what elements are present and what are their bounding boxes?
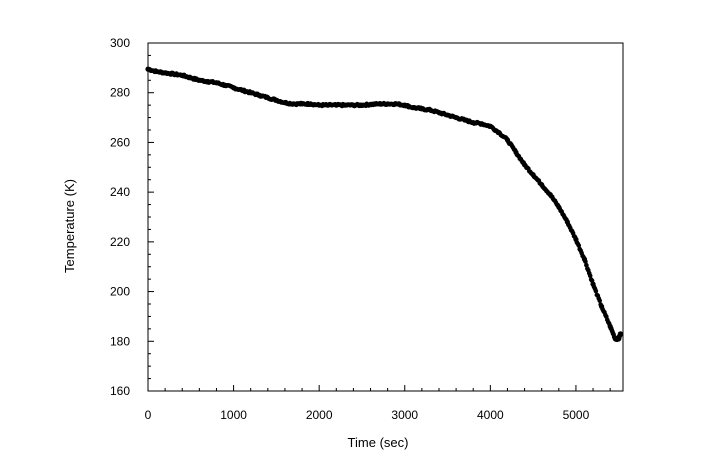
- data-point: [597, 298, 603, 303]
- y-tick-label: 280: [110, 86, 130, 100]
- data-point: [587, 273, 593, 279]
- y-tick-label: 260: [110, 135, 130, 149]
- y-tick-label: 300: [110, 36, 130, 50]
- plot-area: [147, 42, 624, 392]
- data-point: [593, 288, 599, 294]
- data-points: [145, 66, 624, 343]
- data-point: [576, 243, 582, 248]
- y-tick-label: 220: [110, 235, 130, 249]
- y-axis-ticks: 160 180 200 220 240 260 280 300: [110, 36, 154, 398]
- x-tick-label: 0: [145, 408, 152, 422]
- x-tick-label: 1000: [220, 408, 247, 422]
- data-point: [617, 331, 624, 337]
- x-tick-label: 2000: [306, 408, 333, 422]
- y-axis-title: Temperature (K): [62, 179, 77, 273]
- y-tick-label: 240: [110, 185, 130, 199]
- y-tick-label: 200: [110, 285, 130, 299]
- y-tick-label: 180: [110, 334, 130, 348]
- y-tick-label: 160: [110, 384, 130, 398]
- x-tick-label: 4000: [477, 408, 504, 422]
- data-point: [583, 259, 588, 264]
- x-tick-label: 5000: [563, 408, 590, 422]
- x-tick-label: 3000: [391, 408, 418, 422]
- x-axis-ticks: 0 1000 2000 3000 4000 5000: [145, 385, 611, 422]
- x-axis-title: Time (sec): [348, 435, 409, 450]
